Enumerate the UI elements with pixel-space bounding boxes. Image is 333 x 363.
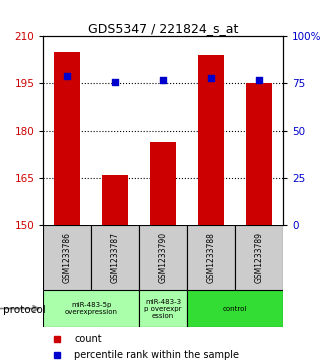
- Bar: [187, 225, 235, 290]
- Point: [161, 77, 166, 83]
- Bar: [187, 290, 283, 327]
- Text: count: count: [74, 334, 102, 344]
- Point: [65, 73, 70, 79]
- Bar: [102, 175, 129, 225]
- Text: percentile rank within the sample: percentile rank within the sample: [74, 350, 239, 360]
- Bar: [43, 225, 91, 290]
- Text: GSM1233789: GSM1233789: [254, 232, 264, 283]
- Text: miR-483-3
p overexpr
ession: miR-483-3 p overexpr ession: [145, 298, 182, 319]
- Text: GSM1233786: GSM1233786: [63, 232, 72, 283]
- Point: [208, 75, 214, 81]
- Text: miR-483-5p
overexpression: miR-483-5p overexpression: [65, 302, 118, 315]
- Text: GSM1233790: GSM1233790: [159, 232, 168, 283]
- Text: GSM1233787: GSM1233787: [111, 232, 120, 283]
- Bar: [150, 142, 176, 225]
- Bar: [91, 225, 139, 290]
- Bar: [139, 290, 187, 327]
- Text: protocol: protocol: [3, 305, 46, 315]
- Bar: [198, 55, 224, 225]
- Bar: [139, 225, 187, 290]
- Bar: [246, 83, 272, 225]
- Point: [113, 79, 118, 85]
- Text: control: control: [223, 306, 247, 311]
- Text: GSM1233788: GSM1233788: [206, 232, 216, 283]
- Bar: [54, 52, 81, 225]
- Bar: [235, 225, 283, 290]
- Point: [256, 77, 262, 83]
- Bar: [43, 290, 139, 327]
- Title: GDS5347 / 221824_s_at: GDS5347 / 221824_s_at: [88, 22, 238, 35]
